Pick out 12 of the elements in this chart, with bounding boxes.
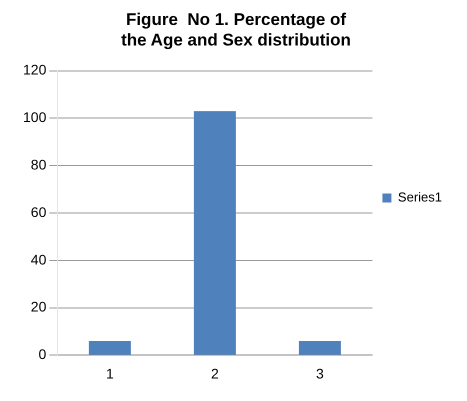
x-tick-label: 2: [210, 365, 219, 382]
y-tick-label: 60: [30, 204, 47, 220]
y-tick-label: 40: [30, 251, 47, 268]
legend-label: Series1: [398, 190, 442, 205]
x-tick-label: 3: [316, 365, 324, 382]
y-tick-label: 100: [23, 109, 47, 126]
y-tick-label: 0: [38, 346, 47, 362]
chart-title: Figure No 1. Percentage of the Age and Sex distribution: [121, 10, 351, 50]
y-tick-label: 120: [23, 62, 47, 78]
x-tick-label: 1: [106, 365, 114, 382]
y-tick-label: 20: [30, 298, 47, 315]
y-tick-label: 80: [30, 156, 47, 172]
